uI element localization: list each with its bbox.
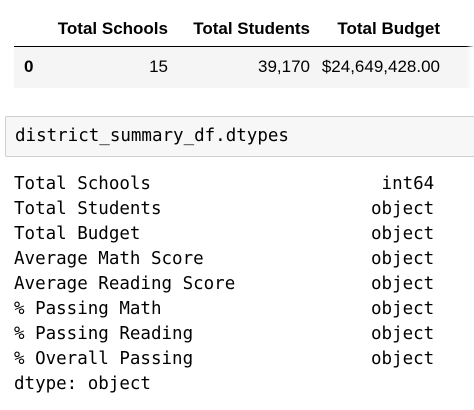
dtype-column-name: Total Students [14, 197, 162, 222]
dtype-column-name: Total Schools [14, 172, 151, 197]
dataframe-table: Total Schools Total Students Total Budge… [14, 12, 474, 88]
dtype-value: object [371, 197, 434, 222]
dtype-column-name: Total Budget [14, 222, 140, 247]
index-header [14, 12, 54, 46]
column-header-total-budget: Total Budget [310, 12, 454, 46]
dtype-footer: dtype: object [14, 372, 151, 397]
table-overflow-fade [466, 12, 474, 88]
dtype-line: % Passing Reading object [14, 322, 77, 347]
dtype-column-name: % Overall Passing [14, 347, 193, 372]
table-row: 0 15 39,170 $24,649,428.00 [14, 46, 474, 88]
dtype-line: Total Students object [14, 197, 77, 222]
cell-output: Total Schools int64 Total Students objec… [14, 172, 77, 397]
dtype-value: int64 [382, 172, 435, 197]
dtype-line: Total Schools int64 [14, 172, 77, 197]
dtype-column-name: Average Math Score [14, 247, 204, 272]
cell-total-schools: 15 [54, 46, 168, 88]
row-index: 0 [14, 46, 54, 88]
dtype-column-name: % Passing Math [14, 297, 162, 322]
dtype-line: Total Budget object [14, 222, 77, 247]
column-header-total-schools: Total Schools [54, 12, 168, 46]
table-header-row: Total Schools Total Students Total Budge… [14, 12, 474, 46]
dtype-value: object [371, 247, 434, 272]
dtype-line: Average Reading Score object [14, 272, 77, 297]
dtype-column-name: Average Reading Score [14, 272, 235, 297]
dtype-value: object [371, 347, 434, 372]
dtype-footer-line: dtype: object [14, 372, 77, 397]
code-input-text[interactable]: district_summary_df.dtypes [15, 126, 289, 146]
column-header-total-students: Total Students [168, 12, 310, 46]
dtype-line: Average Math Score object [14, 247, 77, 272]
dtype-value: object [371, 222, 434, 247]
dtype-value: object [371, 272, 434, 297]
dtype-value: object [371, 297, 434, 322]
code-input-cell[interactable]: district_summary_df.dtypes [5, 116, 474, 157]
cell-total-students: 39,170 [168, 46, 310, 88]
dtype-line: % Overall Passing object [14, 347, 77, 372]
dtype-line: % Passing Math object [14, 297, 77, 322]
cell-total-budget: $24,649,428.00 [310, 46, 454, 88]
dtype-value: object [371, 322, 434, 347]
dtype-column-name: % Passing Reading [14, 322, 193, 347]
